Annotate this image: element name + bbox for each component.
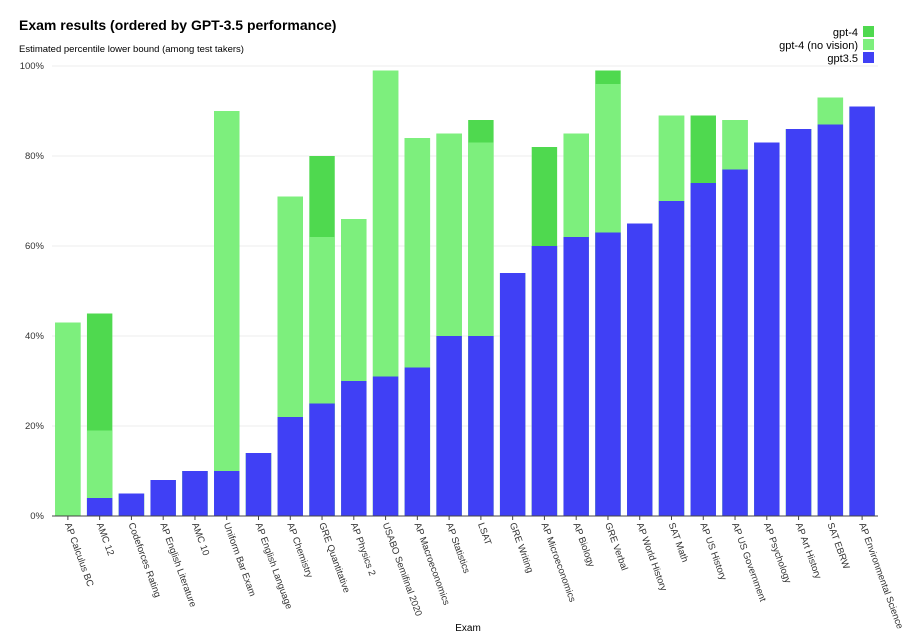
y-tick-label: 0%: [30, 511, 44, 522]
bar-gpt3-5: [817, 124, 844, 516]
bars: [55, 70, 875, 516]
bar-gpt3-5: [690, 183, 716, 516]
legend-swatch: [863, 39, 874, 50]
legend-swatch: [863, 52, 874, 63]
legend-label: gpt-4: [833, 27, 858, 39]
x-tick-label: AMC 10: [189, 521, 211, 557]
x-tick-label: AP Psychology: [761, 521, 793, 585]
x-tick-label: AP World History: [634, 521, 669, 593]
x-tick-label: AP Environmental Science: [856, 521, 905, 630]
x-tick-label: AP Calculus BC: [62, 521, 95, 588]
bar-gpt3-5: [118, 493, 145, 516]
bar-gpt3-5: [404, 367, 431, 516]
x-tick-label: AP Statistics: [443, 521, 472, 575]
x-tick-label: GRE Quantitative: [316, 521, 352, 594]
chart-subtitle: Estimated percentile lower bound (among …: [19, 44, 244, 55]
x-tick-label: GRE Verbal: [602, 521, 629, 572]
y-tick-label: 100%: [20, 61, 45, 72]
y-tick-label: 80%: [25, 151, 45, 162]
x-tick-label: LSAT: [475, 521, 493, 547]
x-tick-label: SAT Math: [666, 521, 690, 564]
bar-gpt3-5: [150, 480, 176, 516]
bar-gpt-4-no-vision-: [214, 111, 240, 516]
y-axis-ticks: 0% 20% 40% 60% 80% 100%: [20, 61, 45, 522]
x-tick-label: AP US History: [697, 521, 728, 582]
bar-gpt3-5: [531, 246, 558, 516]
y-tick-label: 60%: [25, 241, 45, 252]
x-tick-label: AMC 12: [94, 521, 116, 557]
x-tick-label: GRE Writing: [507, 521, 535, 574]
bar-gpt3-5: [499, 273, 526, 516]
x-tick-label: AP Art History: [793, 521, 824, 580]
x-axis-title: Exam: [455, 623, 481, 634]
bar-gpt3-5: [86, 498, 113, 516]
chart-title: Exam results (ordered by GPT-3.5 perform…: [19, 17, 336, 33]
bar-gpt-4-no-vision-: [55, 322, 81, 516]
x-tick-label: Uniform Bar Exam: [221, 521, 258, 598]
bar-gpt3-5: [785, 129, 812, 516]
bar-gpt3-5: [722, 169, 748, 516]
bar-gpt3-5: [277, 417, 303, 516]
bar-gpt3-5: [214, 471, 240, 516]
bar-gpt3-5: [658, 201, 685, 516]
bar-gpt3-5: [309, 403, 335, 516]
x-tick-label: AP Chemistry: [284, 521, 314, 579]
legend-label: gpt3.5: [827, 53, 858, 65]
x-tick-label: AP US Government: [729, 521, 768, 603]
y-tick-label: 20%: [25, 421, 45, 432]
x-tick-label: Codeforces Rating: [126, 521, 163, 599]
bar-gpt3-5: [341, 381, 367, 516]
bar-gpt3-5: [372, 376, 399, 516]
x-tick-label: SAT EBRW: [825, 521, 852, 570]
bar-gpt3-5: [468, 336, 494, 516]
legend-swatch: [863, 26, 874, 37]
bar-gpt3-5: [245, 453, 272, 516]
x-tick-label: AP English Literature: [157, 521, 198, 608]
x-tick-label: AP Microeconomics: [539, 521, 578, 604]
bar-gpt3-5: [182, 471, 208, 516]
legend-label: gpt-4 (no vision): [779, 40, 858, 52]
bar-gpt3-5: [563, 237, 589, 516]
bar-gpt3-5: [754, 142, 780, 516]
bar-gpt3-5: [627, 223, 653, 516]
y-tick-label: 40%: [25, 331, 45, 342]
bar-gpt3-5: [595, 232, 621, 516]
x-tick-label: AP Physics 2: [348, 521, 377, 577]
bar-gpt3-5: [849, 106, 875, 516]
bar-gpt3-5: [436, 336, 462, 516]
x-tick-label: AP Biology: [570, 521, 596, 569]
